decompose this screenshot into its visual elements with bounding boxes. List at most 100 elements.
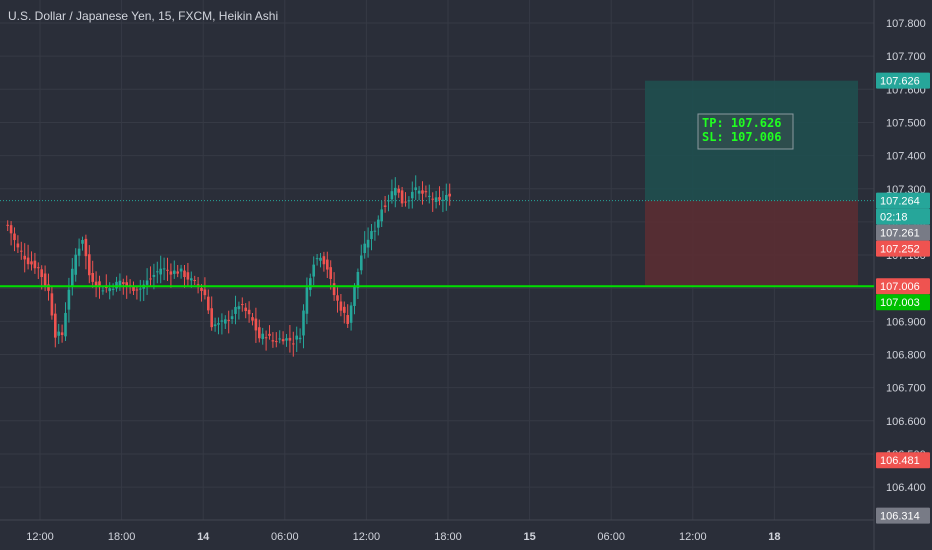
candle-body xyxy=(16,243,20,248)
candle-body xyxy=(411,191,414,199)
candle-body xyxy=(305,287,309,314)
price-badge-label: 02:18 xyxy=(880,212,908,224)
price-badge xyxy=(876,192,930,209)
price-badge xyxy=(876,224,930,241)
candle-body xyxy=(424,191,428,193)
candle-body xyxy=(339,301,343,311)
x-tick-label: 18 xyxy=(768,531,780,543)
candle-body xyxy=(421,190,424,194)
candle-body xyxy=(50,293,54,316)
candle-body xyxy=(285,338,288,341)
candle-body xyxy=(434,197,438,202)
candle-body xyxy=(156,271,159,273)
candle-body xyxy=(23,255,26,260)
candle-body xyxy=(390,191,394,200)
candle-body xyxy=(234,306,237,314)
candle-body xyxy=(200,288,203,291)
candle-body xyxy=(101,290,105,292)
candle-body xyxy=(397,188,400,193)
candle-body xyxy=(26,257,30,265)
candle-body xyxy=(13,233,16,241)
candle-body xyxy=(183,270,186,278)
price-badge-label: 106.481 xyxy=(880,455,920,467)
candle-body xyxy=(94,281,98,287)
x-tick-label: 18:00 xyxy=(434,531,462,543)
price-badge xyxy=(876,294,930,311)
candle-body xyxy=(88,254,91,276)
price-badge-label: 107.006 xyxy=(880,281,920,293)
price-badge-label: 107.003 xyxy=(880,297,920,309)
candle-body xyxy=(247,309,251,315)
candle-body xyxy=(448,193,451,197)
candle-body xyxy=(298,337,302,340)
candle-body xyxy=(159,268,162,275)
candle-body xyxy=(37,267,40,269)
candle-body xyxy=(346,315,349,324)
candle-body xyxy=(47,284,50,291)
x-tick-label: 06:00 xyxy=(597,531,625,543)
candle-body xyxy=(145,280,149,285)
candle-body xyxy=(179,268,183,272)
candle-body xyxy=(295,335,298,340)
candle-body xyxy=(135,289,139,291)
sl-annotation-text: SL: 107.006 xyxy=(702,130,781,144)
y-tick-label: 106.800 xyxy=(886,350,926,362)
candle-body xyxy=(213,324,217,327)
candle-body xyxy=(349,305,353,323)
candle-body xyxy=(20,250,23,252)
candle-body xyxy=(241,304,244,306)
y-tick-label: 106.700 xyxy=(886,383,926,395)
price-badge xyxy=(876,208,930,225)
x-tick-label: 06:00 xyxy=(271,531,299,543)
candle-body xyxy=(77,248,81,256)
candle-body xyxy=(387,200,390,202)
candle-body xyxy=(353,286,356,306)
candle-body xyxy=(431,198,434,200)
candle-body xyxy=(281,339,285,342)
candle-body xyxy=(336,295,339,301)
candle-body xyxy=(302,310,305,336)
candle-body xyxy=(271,340,275,342)
candle-body xyxy=(220,320,224,322)
candle-body xyxy=(67,289,71,310)
x-tick-label: 12:00 xyxy=(26,531,54,543)
y-tick-label: 106.900 xyxy=(886,316,926,328)
candle-body xyxy=(319,257,322,261)
candle-body xyxy=(71,268,74,286)
candle-body xyxy=(370,231,373,240)
x-tick-label: 15 xyxy=(523,531,535,543)
candle-body xyxy=(227,319,230,321)
candle-body xyxy=(40,269,43,278)
candle-body xyxy=(132,285,135,292)
candle-body xyxy=(254,318,258,331)
y-tick-label: 107.500 xyxy=(886,117,926,129)
candle-body xyxy=(207,296,210,311)
y-tick-label: 106.600 xyxy=(886,416,926,428)
y-tick-label: 107.800 xyxy=(886,18,926,30)
candle-body xyxy=(329,267,332,279)
candle-body xyxy=(356,272,360,288)
candle-body xyxy=(115,281,118,289)
candle-body xyxy=(60,332,64,336)
candle-body xyxy=(373,230,377,232)
candle-body xyxy=(326,259,329,270)
candle-body xyxy=(244,307,247,312)
candle-body xyxy=(203,289,207,296)
candle-body xyxy=(288,337,292,341)
price-badge xyxy=(876,240,930,257)
candle-body xyxy=(258,327,261,339)
price-badge-label: 107.261 xyxy=(880,228,920,240)
candle-body xyxy=(366,239,370,248)
candle-body xyxy=(122,282,125,284)
candle-body xyxy=(54,313,57,338)
x-tick-label: 14 xyxy=(197,531,210,543)
candle-body xyxy=(428,195,431,197)
candle-body xyxy=(43,273,47,286)
price-badge-label: 106.314 xyxy=(880,511,920,523)
candle-body xyxy=(230,316,234,320)
candle-body xyxy=(237,306,241,310)
candle-body xyxy=(152,274,156,277)
candle-body xyxy=(9,225,13,234)
